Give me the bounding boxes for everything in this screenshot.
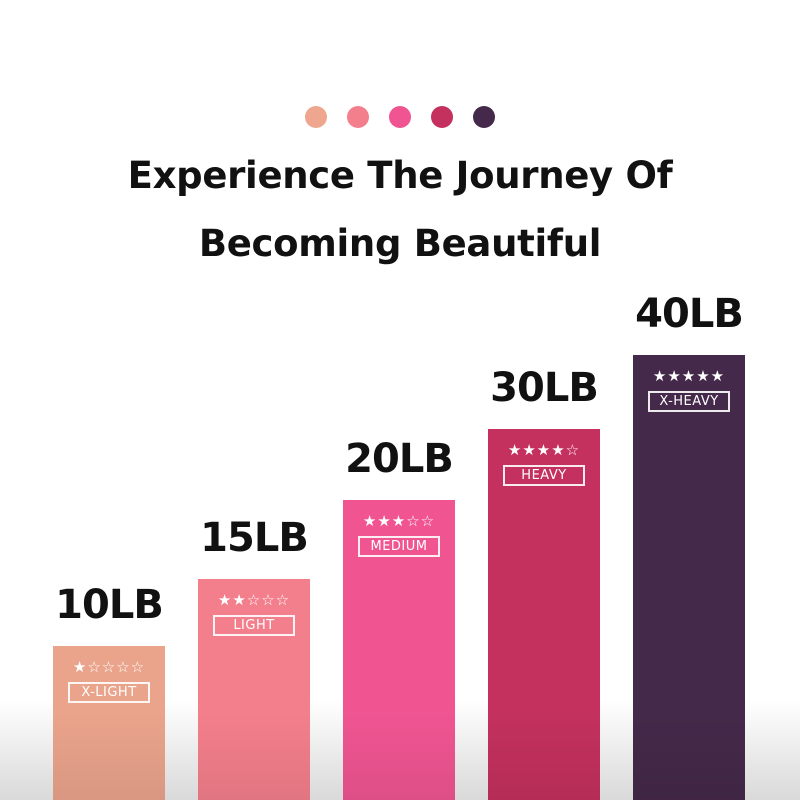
star-rating: ★☆☆☆☆: [72, 658, 146, 676]
weight-label: 10LB: [55, 582, 164, 628]
color-dots: [0, 106, 800, 128]
headline-line-2: Becoming Beautiful: [198, 222, 602, 265]
level-badge: MEDIUM: [358, 536, 440, 557]
color-dot: [431, 106, 453, 128]
weight-label: 20LB: [345, 436, 454, 482]
level-badge: X-LIGHT: [68, 682, 150, 703]
star-rating: ★★☆☆☆: [217, 591, 291, 609]
band-bar-40lb: 40LB ★★★★★ X-HEAVY: [633, 291, 745, 800]
star-rating: ★★★☆☆: [362, 512, 436, 530]
color-dot: [389, 106, 411, 128]
color-dot: [347, 106, 369, 128]
band-bar-10lb: 10LB ★☆☆☆☆ X-LIGHT: [53, 582, 165, 800]
star-rating: ★★★★★: [652, 367, 726, 385]
color-dot: [473, 106, 495, 128]
level-badge: X-HEAVY: [648, 391, 730, 412]
band-bar-30lb: 30LB ★★★★☆ HEAVY: [488, 365, 600, 800]
band-bar-15lb: 15LB ★★☆☆☆ LIGHT: [198, 515, 310, 800]
headline-line-1: Experience The Journey Of: [127, 154, 673, 197]
star-rating: ★★★★☆: [507, 441, 581, 459]
level-badge: HEAVY: [503, 465, 585, 486]
level-badge: LIGHT: [213, 615, 295, 636]
weight-label: 40LB: [635, 291, 744, 337]
weight-label: 30LB: [490, 365, 599, 411]
weight-label: 15LB: [200, 515, 309, 561]
color-dot: [305, 106, 327, 128]
band-bar-20lb: 20LB ★★★☆☆ MEDIUM: [343, 436, 455, 800]
